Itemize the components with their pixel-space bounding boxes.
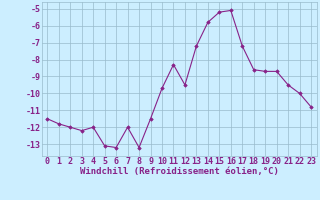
X-axis label: Windchill (Refroidissement éolien,°C): Windchill (Refroidissement éolien,°C) — [80, 167, 279, 176]
